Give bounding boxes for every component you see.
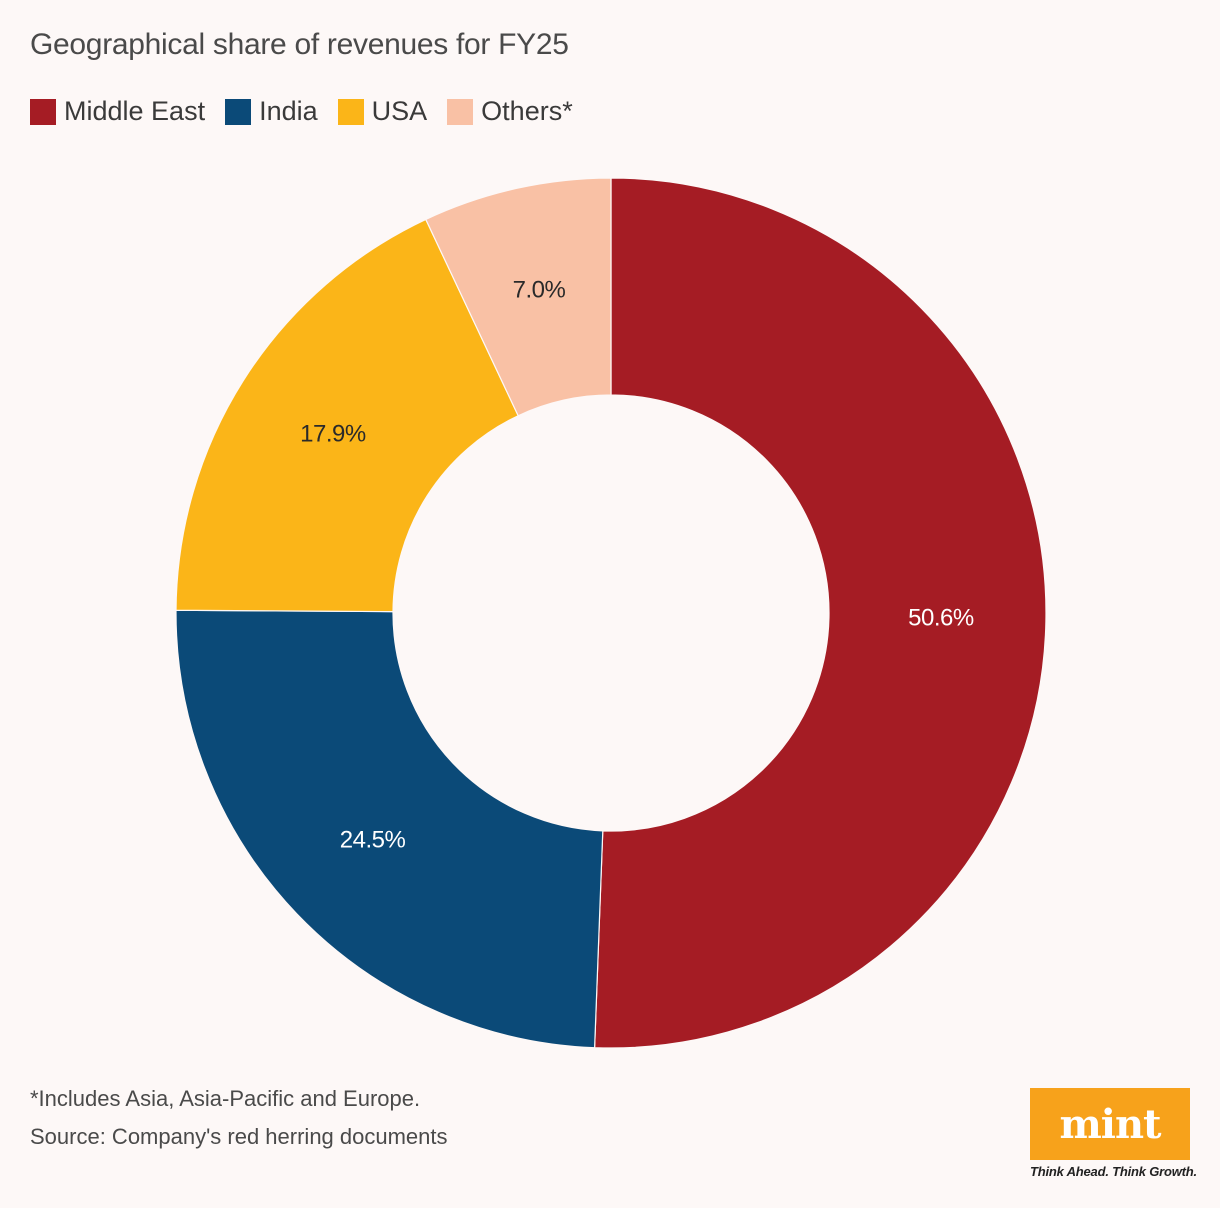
slice-middle-east bbox=[593, 177, 1047, 1049]
source-note: Source: Company's red herring documents bbox=[30, 1124, 448, 1149]
chart-title: Geographical share of revenues for FY25 bbox=[30, 28, 569, 61]
legend-label-middle-east: Middle East bbox=[64, 96, 206, 126]
legend-item-middle-east: Middle East bbox=[30, 96, 205, 127]
slice-others bbox=[424, 177, 612, 417]
footnote: *Includes Asia, Asia-Pacific and Europe. bbox=[30, 1086, 421, 1111]
mint-logo: mint bbox=[1030, 1088, 1190, 1160]
legend-item-usa: USA bbox=[337, 96, 428, 127]
slice-india bbox=[175, 609, 604, 1049]
legend-swatch-middle-east bbox=[30, 98, 56, 125]
slice-usa bbox=[175, 218, 519, 613]
legend-swatch-usa bbox=[337, 98, 364, 125]
data-label-middle-east: 50.6% bbox=[908, 605, 974, 632]
legend-label-india: India bbox=[259, 96, 318, 126]
legend-item-india: India bbox=[225, 96, 318, 127]
logo-text: mint bbox=[1059, 1100, 1161, 1148]
data-label-others: 7.0% bbox=[513, 276, 566, 303]
legend-swatch-others bbox=[447, 98, 474, 125]
logo-tagline: Think Ahead. Think Growth. bbox=[1030, 1164, 1197, 1179]
legend-item-others: Others* bbox=[447, 96, 573, 127]
legend-label-others: Others* bbox=[481, 96, 573, 126]
legend-swatch-india bbox=[225, 98, 252, 125]
chart-legend: Middle East India USA Others* bbox=[30, 96, 573, 127]
legend-label-usa: USA bbox=[371, 96, 428, 126]
data-label-india: 24.5% bbox=[340, 827, 406, 854]
data-label-usa: 17.9% bbox=[300, 421, 366, 448]
